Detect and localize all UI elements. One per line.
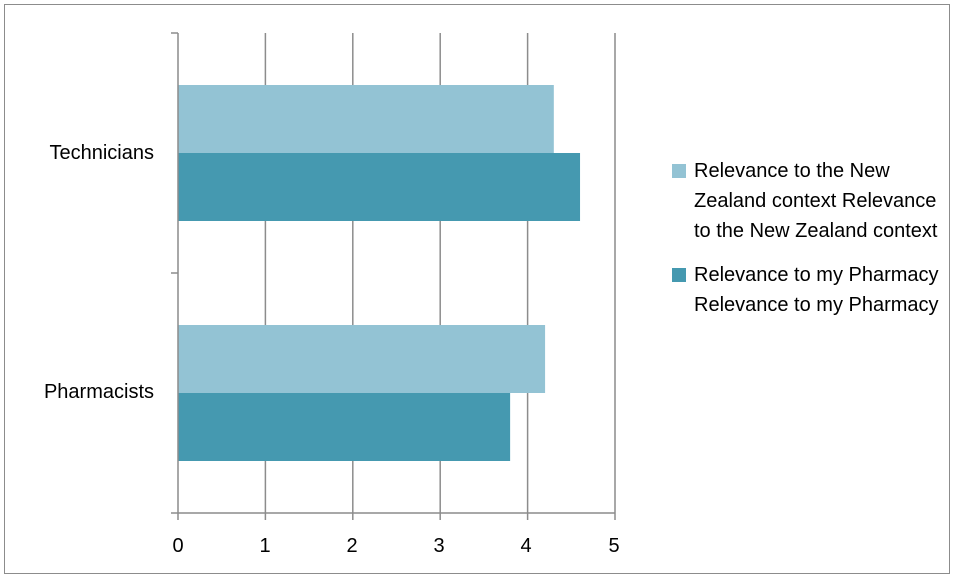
legend-swatch-nz-context bbox=[672, 164, 686, 178]
legend-swatch-my-pharmacy bbox=[672, 268, 686, 282]
bar-technicians-series-1 bbox=[178, 153, 581, 221]
x-tick-2: 2 bbox=[346, 535, 358, 557]
x-tick-4: 4 bbox=[520, 535, 532, 557]
legend-item-my-pharmacy: Relevance to my Pharmacy Relevance to my… bbox=[672, 260, 947, 320]
category-label-technicians: Technicians bbox=[49, 142, 154, 164]
x-tick-5: 5 bbox=[608, 535, 620, 557]
legend: Relevance to the New Zealand context Rel… bbox=[672, 156, 947, 334]
category-label-pharmacists: Pharmacists bbox=[43, 381, 154, 403]
bar-technicians-series-0 bbox=[178, 85, 554, 153]
x-tick-0: 0 bbox=[172, 535, 184, 557]
legend-label-nz-context: Relevance to the New Zealand context Rel… bbox=[694, 160, 938, 242]
legend-label-my-pharmacy: Relevance to my Pharmacy Relevance to my… bbox=[694, 264, 939, 316]
x-tick-3: 3 bbox=[433, 535, 445, 557]
bar-pharmacists-series-1 bbox=[178, 393, 511, 461]
x-tick-1: 1 bbox=[259, 535, 271, 557]
bar-pharmacists-series-0 bbox=[178, 325, 546, 393]
legend-item-nz-context: Relevance to the New Zealand context Rel… bbox=[672, 156, 947, 246]
